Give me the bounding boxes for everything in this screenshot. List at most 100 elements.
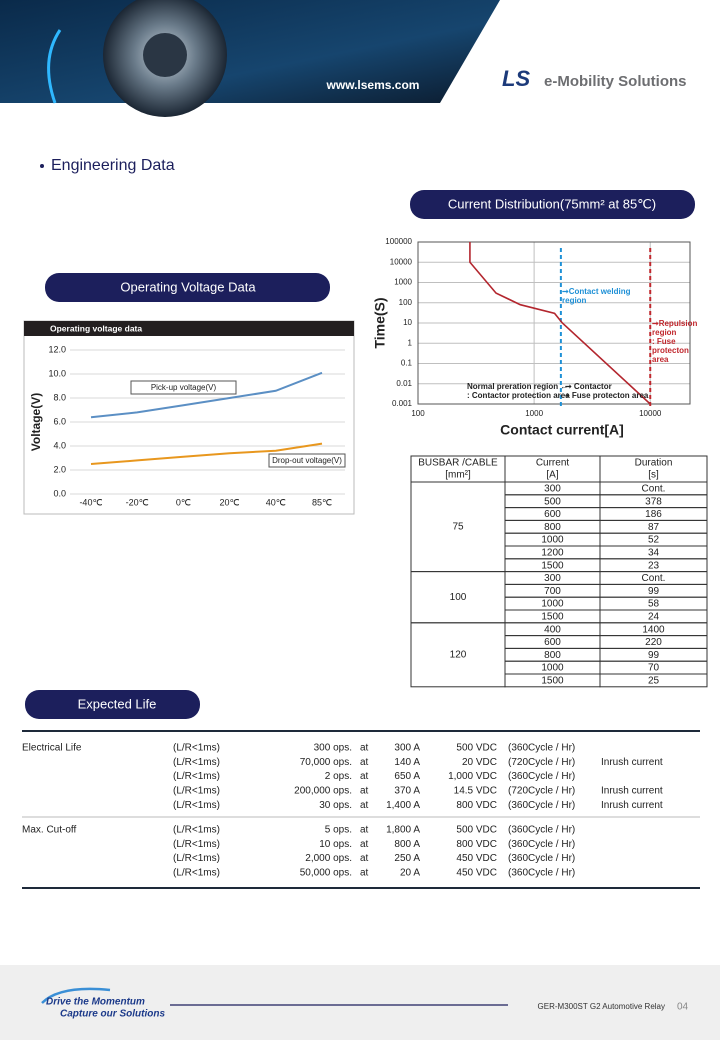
life-cell: 200,000 ops.: [294, 786, 352, 797]
table-cell-text: 99: [648, 586, 660, 597]
life-cell: (L/R<1ms): [173, 868, 220, 879]
life-cell: (L/R<1ms): [173, 825, 220, 836]
chart-header: [24, 321, 354, 336]
y-tick-label: 100000: [385, 237, 412, 246]
series-label: Drop-out voltage(V): [272, 456, 342, 465]
page-number: 04: [677, 1002, 689, 1013]
y-tick-label: 10: [403, 318, 412, 327]
table-cell-text: Cont.: [642, 573, 666, 584]
series-label-box: [130, 380, 237, 395]
life-cell: at: [360, 853, 369, 864]
section-button: [45, 273, 330, 302]
table-cell-text: Cont.: [642, 484, 666, 495]
y-tick-label: 0.001: [392, 399, 413, 408]
life-cell: 800 VDC: [456, 800, 497, 811]
life-cell: 20 VDC: [462, 757, 497, 768]
y-tick-label: 6.0: [53, 416, 66, 426]
charging-cable: [47, 29, 62, 104]
table-header: BUSBAR /CABLE: [418, 458, 498, 469]
footer-logo-swoosh: [41, 987, 111, 1004]
footer-slogan: Drive the Momentum: [46, 997, 145, 1008]
x-tick-label: 0℃: [176, 497, 191, 507]
table-cell-text: 25: [648, 676, 660, 687]
section-button: [25, 690, 200, 719]
x-tick-label: 100: [411, 409, 425, 418]
life-cell: (360Cycle / Hr): [508, 825, 575, 836]
life-cell: at: [360, 786, 369, 797]
table-cell-text: 300: [544, 484, 561, 495]
table-cell-text: 58: [648, 599, 660, 610]
table-cell-text: 300: [544, 573, 561, 584]
life-cell: 2,000 ops.: [305, 853, 352, 864]
table-cell-text: 24: [648, 612, 660, 623]
curve: [469, 242, 651, 405]
life-cell: (360Cycle / Hr): [508, 771, 575, 782]
line-series: [90, 371, 323, 419]
y-tick-label: 0.1: [401, 359, 413, 368]
life-cell: 450 VDC: [456, 853, 497, 864]
y-axis-label: Voltage(V): [29, 393, 43, 451]
life-cell: (360Cycle / Hr): [508, 743, 575, 754]
annotation: protecton: [652, 346, 689, 355]
life-cell: 1,000 VDC: [448, 771, 497, 782]
footer-doc-name: GER-M300ST G2 Automotive Relay: [538, 1002, 665, 1011]
brand-logo: LS: [502, 66, 530, 91]
button-label: Current Distribution(75mm² at 85℃): [448, 196, 656, 211]
life-cell: 370 A: [394, 786, 420, 797]
x-tick-label: 85℃: [312, 497, 332, 507]
table-cell-text: 87: [648, 522, 660, 533]
annotation: : Fuse: [652, 337, 676, 346]
table-header: [s]: [648, 470, 659, 481]
table-cell-text: 186: [645, 509, 662, 520]
x-tick-label: 40℃: [266, 497, 286, 507]
life-cell: (L/R<1ms): [173, 771, 220, 782]
life-cell: 650 A: [394, 771, 420, 782]
x-tick-label: 10000: [639, 409, 662, 418]
table-cell-text: 700: [544, 586, 561, 597]
life-cell: at: [360, 839, 369, 850]
y-axis-label: Time(S): [372, 297, 388, 348]
life-cell: 1,800 A: [386, 825, 420, 836]
table-cell-text: 1000: [541, 663, 564, 674]
y-tick-label: 2.0: [53, 464, 66, 474]
table-cell-text: 800: [544, 522, 561, 533]
chart-frame: [23, 320, 355, 515]
life-cell: (L/R<1ms): [173, 800, 220, 811]
life-cell: 30 ops.: [319, 800, 352, 811]
table-cell-text: 1000: [541, 599, 564, 610]
y-tick-label: 0.01: [396, 379, 412, 388]
life-cell: (L/R<1ms): [173, 786, 220, 797]
footer-slogan: Capture our Solutions: [60, 1009, 165, 1020]
bullet: [40, 164, 44, 168]
table-cell-text: 400: [544, 624, 561, 635]
table-cell-text: 600: [544, 509, 561, 520]
wheel-hub: [143, 33, 187, 77]
life-cell: 800 A: [394, 839, 420, 850]
life-cell: 300 A: [394, 743, 420, 754]
life-cell: 250 A: [394, 853, 420, 864]
brand-text: e-Mobility Solutions: [544, 73, 687, 90]
table-cell-text: 75: [452, 521, 464, 532]
life-cell: (L/R<1ms): [173, 757, 220, 768]
table-cell-text: 52: [648, 535, 660, 546]
life-cell: (L/R<1ms): [173, 839, 220, 850]
life-cell: 500 VDC: [456, 825, 497, 836]
y-tick-label: 8.0: [53, 392, 66, 402]
life-cell: 140 A: [394, 757, 420, 768]
series-label-box: [268, 453, 346, 468]
table-cell-text: 1500: [541, 612, 564, 623]
life-cell: (360Cycle / Hr): [508, 853, 575, 864]
life-group-label: Electrical Life: [22, 743, 82, 754]
life-cell: Inrush current: [601, 757, 663, 768]
plot-frame: [417, 241, 691, 405]
table-cell-text: 1400: [642, 624, 665, 635]
life-cell: 14.5 VDC: [454, 786, 497, 797]
section-button: [410, 190, 695, 219]
annotation: region: [562, 296, 587, 305]
x-tick-label: 1000: [525, 409, 543, 418]
life-cell: 1,400 A: [386, 800, 420, 811]
x-tick-label: -40℃: [79, 497, 102, 507]
life-cell: (720Cycle / Hr): [508, 786, 575, 797]
table-cell-text: 1200: [541, 548, 564, 559]
